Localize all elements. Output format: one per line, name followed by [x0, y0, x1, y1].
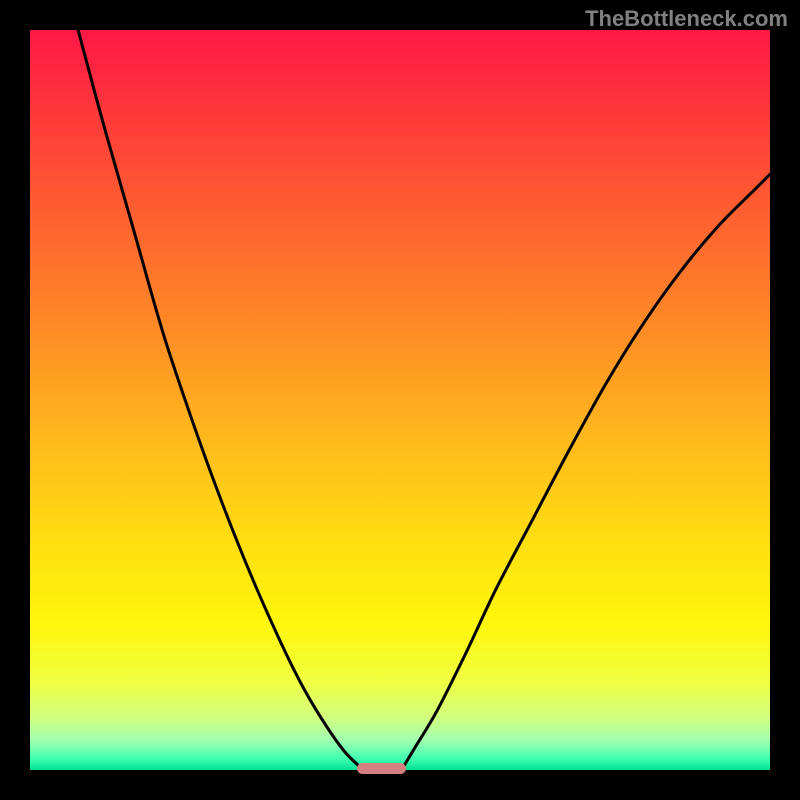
plot-area [30, 30, 770, 770]
watermark-text: TheBottleneck.com [585, 6, 788, 32]
minimum-marker [357, 763, 405, 774]
curve-svg [30, 30, 770, 770]
v-curve-path [78, 30, 770, 766]
